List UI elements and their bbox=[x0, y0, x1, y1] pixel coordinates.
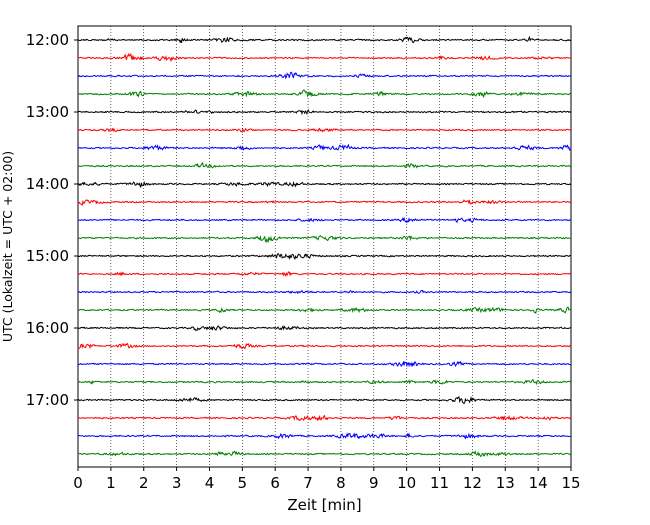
y-tick-label: 14:00 bbox=[26, 175, 69, 193]
seismic-trace-10 bbox=[77, 216, 572, 224]
x-tick-label: 13 bbox=[496, 474, 515, 492]
seismic-trace-13 bbox=[77, 271, 572, 277]
seismic-trace-6 bbox=[77, 143, 572, 151]
seismic-trace-17 bbox=[77, 342, 572, 350]
seismic-trace-1 bbox=[77, 52, 572, 63]
x-tick-label: 3 bbox=[172, 474, 182, 492]
x-tick-label: 12 bbox=[463, 474, 482, 492]
seismic-trace-0 bbox=[77, 35, 572, 44]
y-tick-label: 12:00 bbox=[26, 31, 69, 49]
x-tick-label: 10 bbox=[397, 474, 416, 492]
seismic-trace-19 bbox=[77, 378, 572, 386]
seismic-trace-8 bbox=[77, 180, 572, 189]
x-tick-label: 9 bbox=[369, 474, 379, 492]
seismic-trace-21 bbox=[77, 414, 572, 422]
y-tick-label: 13:00 bbox=[26, 103, 69, 121]
y-tick-label: 16:00 bbox=[26, 319, 69, 337]
x-tick-label: 7 bbox=[303, 474, 313, 492]
x-axis-ticks: 0 1 2 3 4 5 6 7 8 9 10 11 12 13 14 15 bbox=[73, 467, 581, 492]
seismic-trace-2 bbox=[77, 71, 572, 80]
seismic-trace-15 bbox=[77, 306, 572, 314]
x-tick-label: 14 bbox=[529, 474, 548, 492]
seismic-trace-18 bbox=[77, 360, 572, 368]
y-axis-ticks: 12:00 13:00 14:00 15:00 16:00 17:00 bbox=[26, 31, 78, 409]
x-tick-label: 8 bbox=[336, 474, 346, 492]
x-tick-label: 11 bbox=[430, 474, 449, 492]
x-tick-label: 15 bbox=[561, 474, 580, 492]
seismic-trace-3 bbox=[77, 89, 572, 99]
seismic-traces bbox=[77, 35, 572, 458]
x-tick-label: 2 bbox=[139, 474, 149, 492]
seismic-trace-5 bbox=[77, 127, 572, 134]
seismic-trace-12 bbox=[77, 252, 572, 261]
x-tick-label: 5 bbox=[238, 474, 248, 492]
seismic-trace-14 bbox=[77, 289, 572, 295]
seismic-trace-4 bbox=[77, 109, 572, 116]
seismic-trace-22 bbox=[77, 432, 572, 440]
x-tick-label: 1 bbox=[106, 474, 116, 492]
x-tick-label: 0 bbox=[73, 474, 83, 492]
seismic-trace-20 bbox=[77, 395, 572, 404]
seismic-trace-9 bbox=[77, 199, 572, 206]
vertical-grid bbox=[110, 26, 539, 467]
x-tick-label: 6 bbox=[270, 474, 280, 492]
seismic-trace-7 bbox=[77, 161, 572, 169]
seismic-trace-23 bbox=[77, 450, 572, 458]
y-tick-label: 15:00 bbox=[26, 247, 69, 265]
x-axis-label: Zeit [min] bbox=[287, 496, 361, 514]
y-axis-label: UTC (Lokalzeit = UTC + 02:00) bbox=[0, 151, 15, 342]
seismic-trace-11 bbox=[77, 235, 572, 244]
plot-area-frame bbox=[77, 25, 572, 468]
y-tick-label: 17:00 bbox=[26, 391, 69, 409]
seismic-trace-16 bbox=[77, 325, 572, 332]
x-tick-label: 4 bbox=[205, 474, 215, 492]
